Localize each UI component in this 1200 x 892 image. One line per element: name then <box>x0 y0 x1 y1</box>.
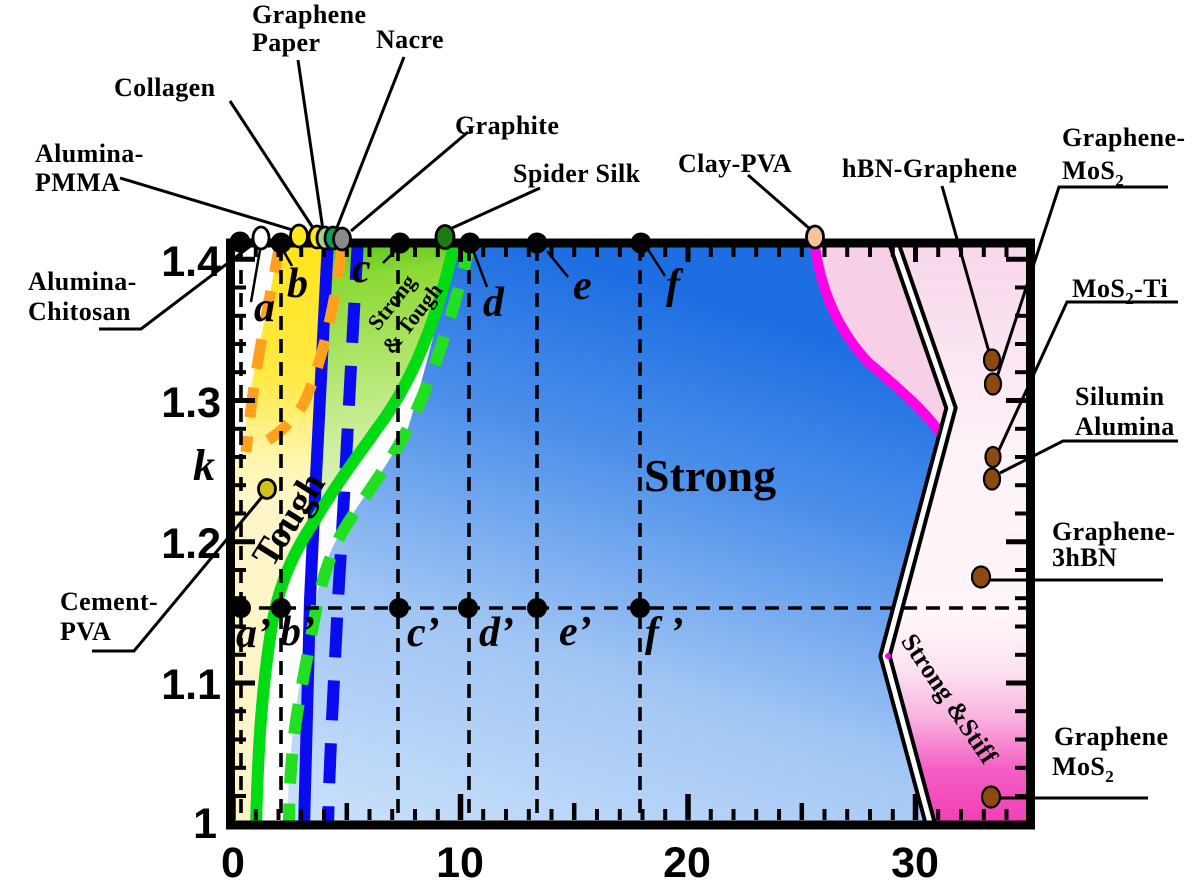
svg-text:MoS2-Ti: MoS2-Ti <box>1072 274 1168 308</box>
svg-text:Graphene: Graphene <box>1054 722 1168 751</box>
svg-text:1.2: 1.2 <box>161 520 221 568</box>
svg-text:Chitosan: Chitosan <box>28 297 131 326</box>
svg-text:PVA: PVA <box>60 617 111 646</box>
svg-text:k: k <box>193 441 215 490</box>
svg-text:10: 10 <box>436 839 484 887</box>
svg-text:e: e <box>573 263 592 309</box>
svg-text:e’: e’ <box>559 609 592 655</box>
svg-text:Alumina: Alumina <box>1075 412 1175 441</box>
svg-text:Clay-PVA: Clay-PVA <box>678 149 792 178</box>
svg-text:Paper: Paper <box>252 28 320 57</box>
svg-text:20: 20 <box>663 839 711 887</box>
svg-text:f: f <box>666 262 684 308</box>
svg-text:Alumina-: Alumina- <box>35 139 144 168</box>
svg-text:PMMA: PMMA <box>35 168 120 197</box>
svg-text:a’: a’ <box>236 611 271 657</box>
svg-text:Spider Silk: Spider Silk <box>513 159 641 188</box>
svg-text:f ’: f ’ <box>645 610 683 656</box>
svg-text:MoS2: MoS2 <box>1062 156 1124 190</box>
svg-text:Collagen: Collagen <box>114 73 216 102</box>
svg-text:Graphite: Graphite <box>455 111 559 140</box>
svg-text:Alumina-: Alumina- <box>28 267 137 296</box>
svg-text:0: 0 <box>221 839 245 887</box>
svg-text:b’: b’ <box>280 609 315 655</box>
svg-text:b: b <box>287 261 308 307</box>
svg-text:c’: c’ <box>407 610 440 656</box>
svg-text:1.3: 1.3 <box>161 379 221 427</box>
svg-text:Silumin: Silumin <box>1075 382 1165 411</box>
svg-text:MoS2: MoS2 <box>1052 752 1114 786</box>
svg-text:c: c <box>352 246 371 292</box>
svg-text:d’: d’ <box>479 610 514 656</box>
svg-text:Graphene: Graphene <box>252 0 366 29</box>
svg-text:d: d <box>483 280 505 326</box>
svg-text:1: 1 <box>193 800 217 848</box>
svg-text:1.1: 1.1 <box>161 661 221 709</box>
svg-text:30: 30 <box>891 839 939 887</box>
svg-text:1.4: 1.4 <box>161 238 221 286</box>
svg-text:3hBN: 3hBN <box>1052 543 1117 572</box>
svg-text:Graphene-: Graphene- <box>1052 517 1175 546</box>
svg-text:hBN-Graphene: hBN-Graphene <box>842 154 1017 183</box>
svg-text:a: a <box>254 285 275 331</box>
svg-text:Nacre: Nacre <box>376 25 444 54</box>
svg-text:Strong: Strong <box>644 450 776 501</box>
svg-text:Graphene-: Graphene- <box>1062 123 1185 152</box>
svg-text:Cement-: Cement- <box>60 587 158 616</box>
